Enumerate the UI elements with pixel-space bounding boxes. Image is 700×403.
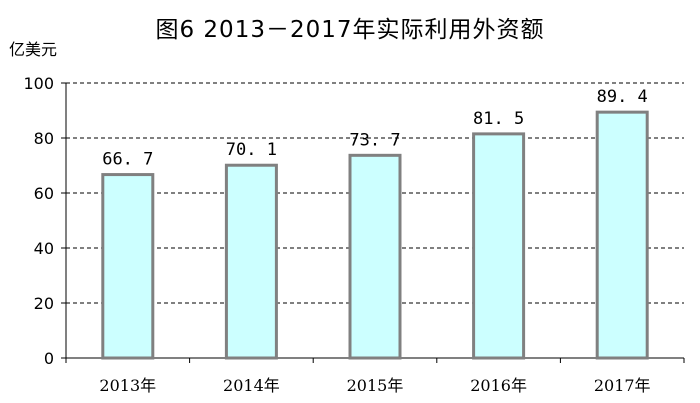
bar bbox=[595, 110, 649, 360]
bar-value-label: 89. 4 bbox=[597, 87, 648, 107]
y-axis-unit-label: 亿美元 bbox=[9, 40, 58, 59]
x-category-label: 2016年 bbox=[470, 376, 527, 395]
chart-title: 图6 2013－2017年实际利用外资额 bbox=[155, 17, 545, 43]
bar-value-label: 81. 5 bbox=[473, 109, 524, 129]
bar bbox=[348, 153, 402, 360]
x-category-label: 2013年 bbox=[99, 376, 156, 395]
y-tick-label: 40 bbox=[34, 239, 54, 258]
bar bbox=[101, 173, 155, 360]
y-tick-label: 0 bbox=[44, 349, 54, 368]
x-category-label: 2017年 bbox=[594, 376, 651, 395]
labels: 0 20 40 60 80 100 66. 7 2013年 70. 1 2014年 73. 7 201… bbox=[23, 74, 650, 395]
bar bbox=[224, 163, 278, 360]
bar-value-label: 66. 7 bbox=[102, 150, 153, 170]
bars bbox=[101, 110, 649, 360]
x-category-label: 2015年 bbox=[347, 376, 404, 395]
bar bbox=[472, 132, 526, 360]
bar-value-label: 70. 1 bbox=[226, 140, 277, 160]
y-tick-label: 100 bbox=[23, 74, 54, 93]
bar-value-label: 73. 7 bbox=[349, 130, 400, 150]
y-tick-label: 60 bbox=[34, 184, 54, 203]
x-category-label: 2014年 bbox=[223, 376, 280, 395]
y-tick-label: 20 bbox=[34, 294, 54, 313]
y-tick-label: 80 bbox=[34, 129, 54, 148]
